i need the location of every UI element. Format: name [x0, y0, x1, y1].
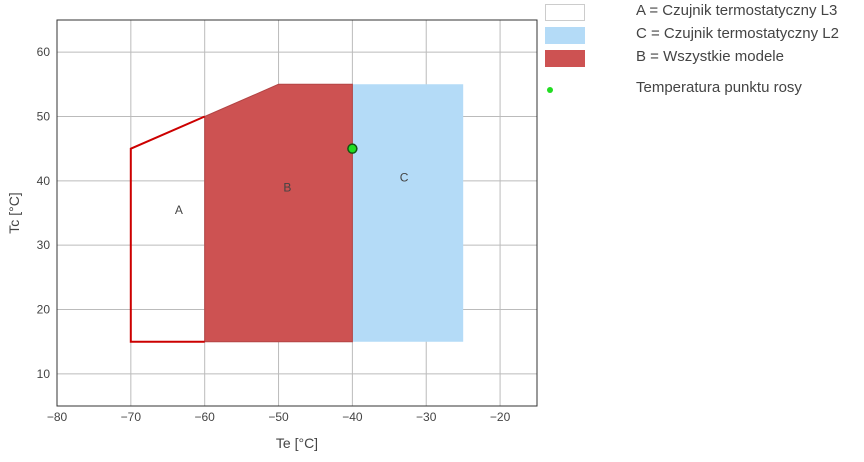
- x-tick-label: −40: [342, 410, 363, 424]
- region-b-label: B: [283, 180, 291, 194]
- y-axis-title: Tc [°C]: [6, 192, 22, 233]
- x-tick-label: −50: [268, 410, 289, 424]
- legend-label-c: C = Czujnik termostatyczny L2: [636, 25, 839, 42]
- series-layer: C B A: [129, 83, 464, 343]
- region-c-label: C: [400, 171, 409, 185]
- region-c[interactable]: [352, 84, 464, 342]
- legend-label-b: B = Wszystkie modele: [636, 48, 784, 65]
- y-tick-label: 20: [37, 303, 51, 317]
- plot-border: [56, 19, 538, 407]
- region-b[interactable]: [204, 83, 353, 343]
- legend-item-c[interactable]: C = Czujnik termostatyczny L2: [545, 25, 860, 47]
- y-tick-label: 40: [37, 174, 51, 188]
- y-tick-label: 60: [37, 45, 51, 59]
- legend-marker-dew-point: [547, 87, 553, 93]
- y-tick-label: 50: [37, 110, 51, 124]
- x-tick-label: −80: [47, 410, 68, 424]
- legend-label-dew-point: Temperatura punktu rosy: [636, 79, 802, 96]
- region-a-outline[interactable]: [129, 115, 206, 343]
- x-tick-label: −30: [416, 410, 437, 424]
- x-tick-label: −60: [195, 410, 216, 424]
- legend-item-dew-point[interactable]: Temperatura punktu rosy: [545, 79, 860, 101]
- legend-item-a[interactable]: A = Czujnik termostatyczny L3: [545, 2, 860, 24]
- legend-label-a: A = Czujnik termostatyczny L3: [636, 2, 838, 19]
- x-tick-label: −20: [490, 410, 511, 424]
- legend-swatch-a: [545, 4, 585, 21]
- legend-swatch-b: [545, 50, 585, 67]
- y-tick-label: 10: [37, 367, 51, 381]
- legend-item-b[interactable]: B = Wszystkie modele: [545, 48, 860, 70]
- x-tick-label: −70: [121, 410, 142, 424]
- tick-labels: −80 −70 −60 −50 −40 −30 −20 10 20 30 40 50 60: [37, 45, 511, 424]
- region-a-label: A: [175, 203, 183, 217]
- legend-swatch-c: [545, 27, 585, 44]
- dew-point-marker[interactable]: [347, 143, 358, 154]
- y-tick-label: 30: [37, 238, 51, 252]
- x-axis-title: Te [°C]: [276, 435, 318, 451]
